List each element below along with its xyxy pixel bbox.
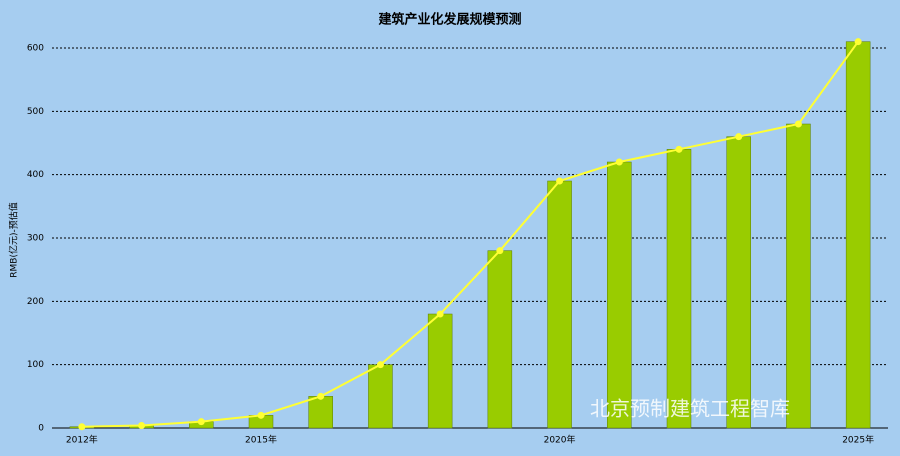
watermark: 北京预制建筑工程智库 [590,397,790,421]
trend-point [138,421,146,429]
bar [547,180,572,429]
y-tick-label: 300 [27,234,44,244]
y-tick-label: 200 [27,297,44,307]
bar [786,123,811,429]
y-tick-label: 400 [27,170,44,180]
x-tick-label: 2020年 [544,434,576,446]
bar [368,364,393,429]
y-tick-label: 500 [27,107,44,117]
chart-title: 建筑产业化发展规模预测 [378,12,521,28]
bar [487,250,513,429]
trend-point [257,411,265,419]
y-axis-label: RMB(亿元)-预估值 [8,202,20,277]
trend-point [735,133,743,141]
bar [308,396,333,429]
trend-point [556,177,564,185]
bar [726,136,751,429]
trend-point [317,392,325,400]
y-tick-label: 600 [27,44,44,54]
trend-point [794,120,802,128]
trend-point [376,361,384,369]
bar [845,41,871,429]
y-tick-label: 100 [27,360,44,370]
trend-line [81,41,859,428]
trend-point [78,423,86,431]
x-tick-label: 2015年 [245,434,277,446]
trend-point [496,247,504,255]
trend-point [436,310,444,318]
y-tick-label: 0 [38,424,44,434]
trend-point [854,38,862,46]
bar [607,161,632,429]
trend-point [675,145,683,153]
x-tick-label: 2025年 [842,434,874,446]
bar [427,313,453,429]
trend-point [197,418,205,426]
bar [666,149,692,429]
trend-point [615,158,623,166]
x-tick-label: 2012年 [66,434,98,446]
